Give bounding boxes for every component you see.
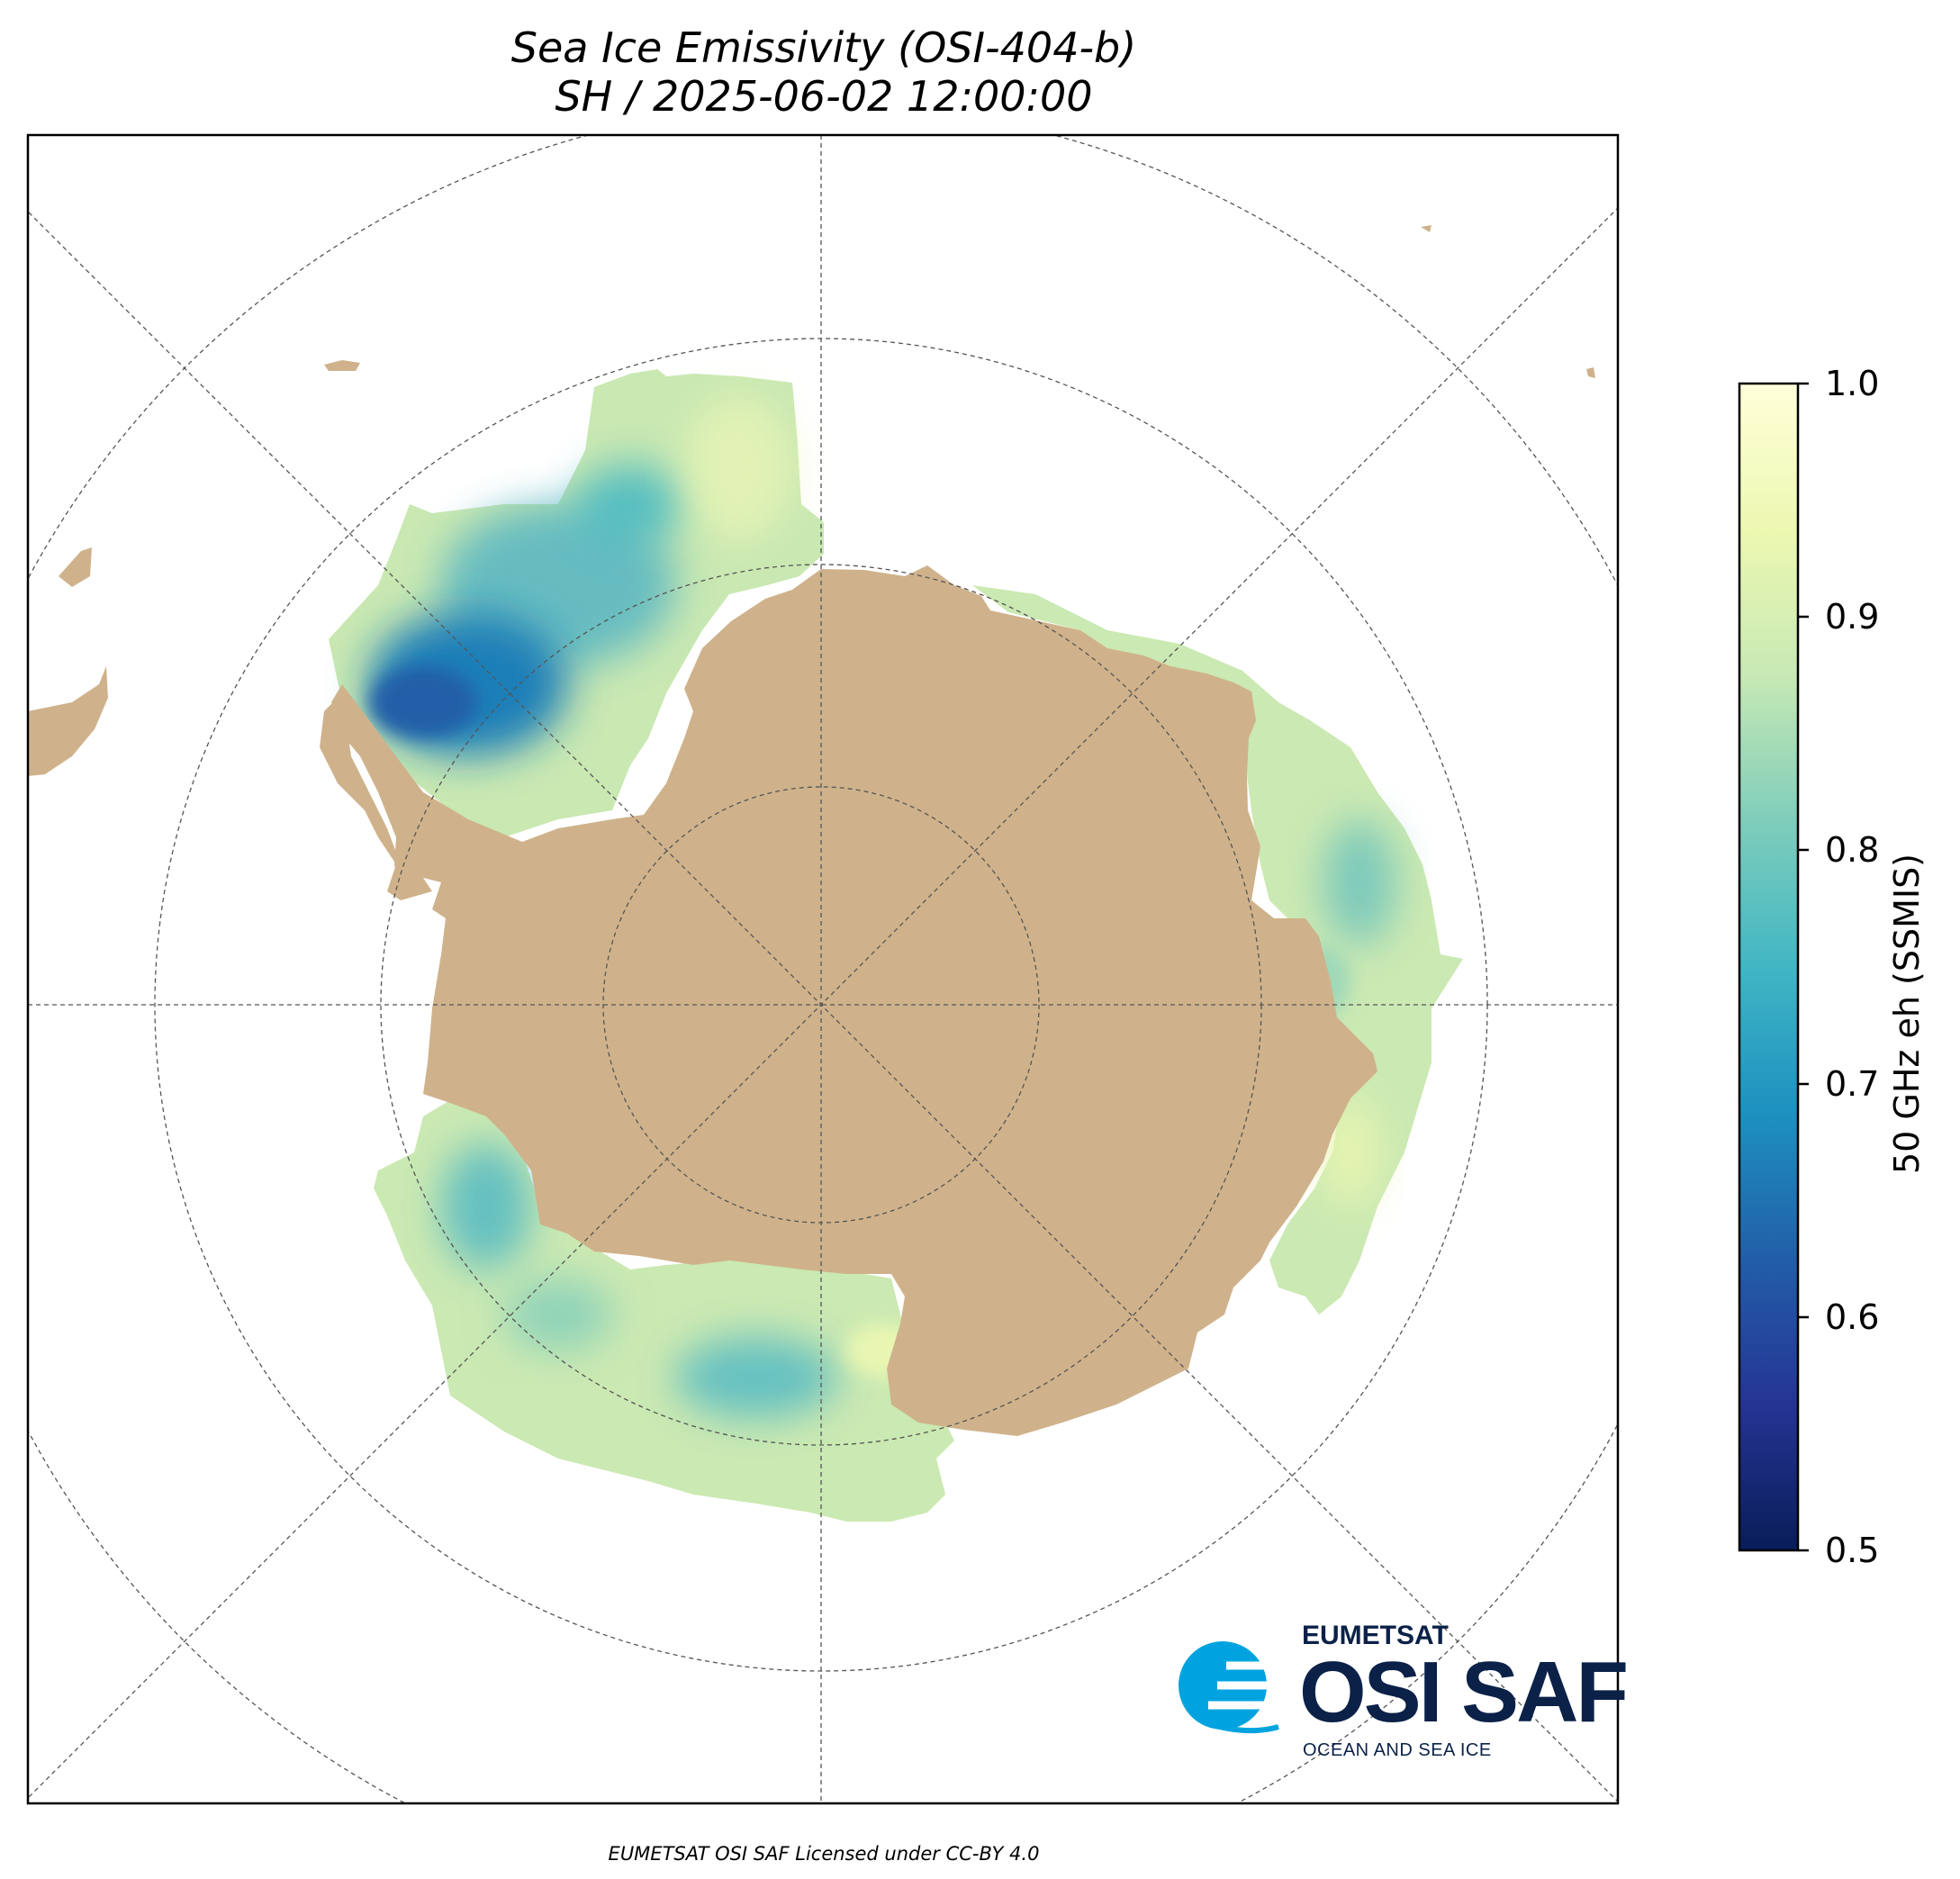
- sea-ice-weddell: [329, 369, 824, 837]
- colorbar-tick-label: 0.9: [1825, 597, 1880, 637]
- colorbar-ticks: [1798, 382, 1809, 1552]
- logo-org: EUMETSAT: [1302, 1621, 1449, 1650]
- south-georgia-land: [59, 547, 92, 587]
- antarctica-land: [331, 565, 1377, 1436]
- island-land-3: [1586, 367, 1595, 378]
- graticule: [28, 135, 1618, 1803]
- map-frame: [26, 133, 1620, 1805]
- logo-subtitle: OCEAN AND SEA ICE: [1303, 1740, 1492, 1760]
- map-title: Sea Ice Emissivity (OSI-404-b): [510, 23, 1137, 72]
- map-subtitle: SH / 2025-06-02 12:00:00: [555, 72, 1093, 121]
- colorbar-label: 50 GHz eh (SSMIS): [1887, 853, 1927, 1175]
- peninsula-land: [320, 693, 432, 900]
- island-land-2: [1421, 225, 1432, 232]
- colorbar: [1738, 382, 1809, 1552]
- colorbar-tick-label: 0.5: [1825, 1531, 1880, 1570]
- island-land: [324, 360, 360, 371]
- osi-saf-logo-icon: [1179, 1641, 1279, 1734]
- colorbar-tick-label: 0.7: [1825, 1064, 1880, 1104]
- logo-name: OSI SAF: [1299, 1644, 1629, 1740]
- license-footer: EUMETSAT OSI SAF Licensed under CC-BY 4.…: [608, 1843, 1040, 1865]
- meridian-diagonal-2: [28, 207, 1618, 1799]
- south-america-land: [28, 666, 108, 776]
- colorbar-tick-label: 0.6: [1825, 1297, 1880, 1337]
- colorbar-tick-label: 0.8: [1825, 830, 1880, 870]
- colorbar-tick-label: 1.0: [1825, 364, 1880, 403]
- colorbar-fill: [1738, 382, 1800, 1552]
